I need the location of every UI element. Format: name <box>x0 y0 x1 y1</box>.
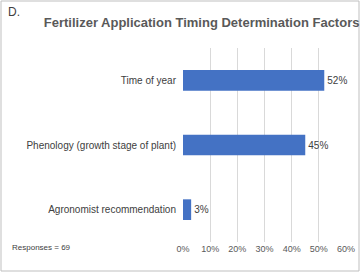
svg-text:10%: 10% <box>201 244 219 254</box>
svg-text:Responses = 69: Responses = 69 <box>12 243 71 252</box>
svg-text:52%: 52% <box>327 75 347 86</box>
svg-text:Phenology (growth stage of pla: Phenology (growth stage of plant) <box>26 140 176 151</box>
svg-text:30%: 30% <box>255 244 273 254</box>
svg-text:3%: 3% <box>194 204 209 215</box>
svg-text:20%: 20% <box>228 244 246 254</box>
svg-text:Agronomist recommendation: Agronomist recommendation <box>48 204 176 215</box>
svg-text:60%: 60% <box>337 244 355 254</box>
svg-text:Fertilizer Application Timing: Fertilizer Application Timing Determinat… <box>44 15 360 30</box>
svg-text:0%: 0% <box>176 244 189 254</box>
svg-text:D.: D. <box>8 5 20 19</box>
svg-text:Time of year: Time of year <box>121 75 177 86</box>
svg-text:45%: 45% <box>308 140 328 151</box>
svg-text:50%: 50% <box>310 244 328 254</box>
svg-text:40%: 40% <box>283 244 301 254</box>
